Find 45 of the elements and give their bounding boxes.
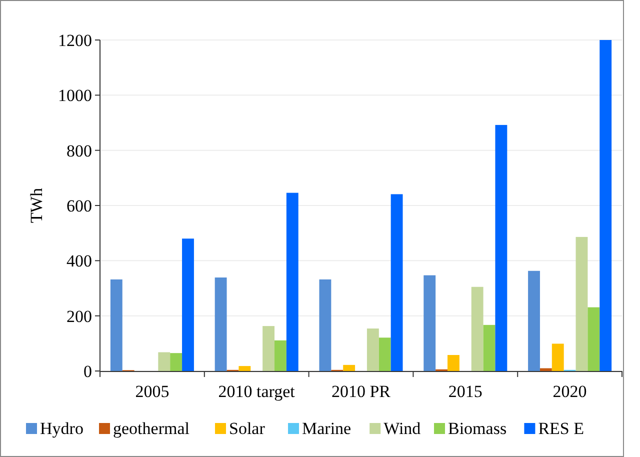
x-tick-label: 2005 [135,382,170,401]
bar [448,355,460,371]
bar [262,326,274,371]
bar [424,275,436,371]
legend-label: Biomass [448,419,507,438]
bar [274,340,286,371]
y-axis-title: TWh [27,188,46,223]
bar [471,286,484,371]
legend-label: geothermal [113,419,190,438]
bar [170,353,182,371]
bar [390,194,403,371]
legend-label: RES E [538,419,584,438]
x-tick-label: 2010 PR [331,382,392,401]
bar [366,328,379,371]
y-tick-label: 200 [66,306,92,326]
y-tick-label: 1000 [58,86,92,106]
y-tick-label: 0 [84,362,92,381]
bar [576,236,588,371]
legend-label: Hydro [40,419,84,438]
bar [319,279,332,371]
bar [552,344,564,371]
y-tick-label: 600 [66,196,92,216]
bar [495,124,508,371]
y-tick-label: 1200 [58,30,92,50]
bar [600,40,612,371]
bar [588,307,600,371]
bar [343,364,356,371]
bar [214,277,227,371]
bar [286,192,298,371]
y-tick-label: 400 [66,252,92,271]
x-tick-label: 2015 [448,382,482,401]
x-tick-label: 2010 target [218,382,296,401]
bar [378,338,391,371]
legend-label: Wind [384,419,422,438]
bar [528,270,540,371]
bar [158,352,170,371]
bar [540,368,552,371]
bar [182,238,194,371]
legend-label: Solar [229,419,266,438]
bar [110,279,122,371]
legend-label: Marine [302,419,352,438]
bar [238,366,251,371]
bar [483,324,496,371]
x-tick-label: 2020 [552,382,587,401]
y-tick-label: 800 [66,141,92,160]
